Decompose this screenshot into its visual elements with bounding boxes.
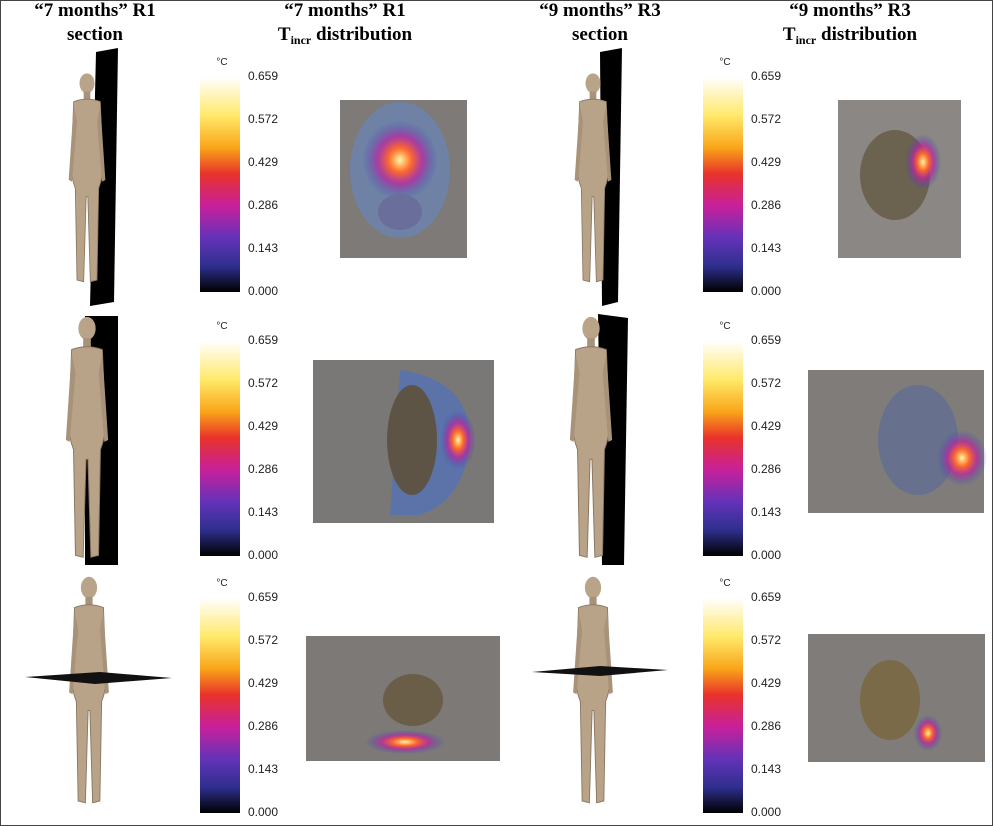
colorbar-tick-label: 0.000 (751, 284, 781, 298)
colorbar (703, 77, 743, 292)
colorbar-tick-label: 0.572 (751, 633, 781, 647)
colorbar-tick-label: 0.572 (248, 376, 278, 390)
colorbar-tick-label: 0.429 (751, 676, 781, 690)
colorbar-tick-label: 0.143 (751, 762, 781, 776)
headers: “7 months” R1 section “7 months” R1 Tinc… (34, 0, 917, 47)
colorbar-tick-label: 0.659 (751, 333, 781, 347)
colorbar-tick-label: 0.143 (248, 505, 278, 519)
colorbar-tick-label: 0.286 (751, 462, 781, 476)
colorbar-unit: °C (719, 321, 730, 332)
colorbar-tick-label: 0.286 (248, 719, 278, 733)
colorbar (200, 598, 240, 813)
colorbar-tick-label: 0.143 (751, 241, 781, 255)
colorbar-tick-label: 0.143 (248, 241, 278, 255)
header-subtitle: section (67, 24, 123, 45)
colorbar-tick-label: 0.429 (248, 419, 278, 433)
subtitle: distribution (816, 24, 917, 45)
colorbar-tick-label: 0.286 (751, 198, 781, 212)
colorbar-tick-label: 0.572 (751, 112, 781, 126)
subtitle: distribution (311, 24, 412, 45)
colorbar (200, 77, 240, 292)
header-title: “7 months” R1 (284, 0, 405, 21)
colorbar-unit: °C (216, 57, 227, 68)
distribution-views (306, 100, 987, 762)
colorbar-tick-label: 0.143 (248, 762, 278, 776)
colorbar-unit: °C (216, 321, 227, 332)
symbol: T (278, 24, 291, 45)
header-title: “7 months” R1 (34, 0, 155, 21)
colorbar-tick-label: 0.572 (248, 633, 278, 647)
header-title: “9 months” R3 (789, 0, 910, 21)
colorbar-tick-label: 0.000 (751, 805, 781, 819)
header-title: “9 months” R3 (539, 0, 660, 21)
colorbar-tick-label: 0.659 (248, 590, 278, 604)
colorbar (703, 341, 743, 556)
colorbar-tick-label: 0.659 (248, 333, 278, 347)
colorbar-tick-label: 0.429 (248, 155, 278, 169)
colorbar (703, 598, 743, 813)
colorbar-tick-label: 0.000 (751, 548, 781, 562)
header-subtitle: section (572, 24, 628, 45)
colorbar-tick-label: 0.659 (751, 590, 781, 604)
colorbar-unit: °C (719, 578, 730, 589)
subscript: incr (291, 33, 312, 47)
colorbar-tick-label: 0.572 (248, 112, 278, 126)
colorbar-tick-label: 0.286 (751, 719, 781, 733)
colorbar-unit: °C (719, 57, 730, 68)
colorbar-tick-label: 0.143 (751, 505, 781, 519)
colorbar-tick-label: 0.000 (248, 805, 278, 819)
symbol: T (783, 24, 796, 45)
colorbar (200, 341, 240, 556)
header-subtitle: Tincr distribution (278, 24, 413, 47)
colorbar-tick-label: 0.429 (751, 155, 781, 169)
subscript: incr (796, 33, 817, 47)
colorbar-tick-label: 0.286 (248, 462, 278, 476)
colorbar-tick-label: 0.659 (751, 69, 781, 83)
colorbar-tick-label: 0.659 (248, 69, 278, 83)
colorbar-tick-label: 0.429 (248, 676, 278, 690)
colorbar-tick-label: 0.000 (248, 548, 278, 562)
colorbar-unit: °C (216, 578, 227, 589)
colorbar-tick-label: 0.429 (751, 419, 781, 433)
figure: “7 months” R1 section “7 months” R1 Tinc… (0, 0, 993, 826)
colorbar-tick-label: 0.000 (248, 284, 278, 298)
header-subtitle: Tincr distribution (783, 24, 918, 47)
colorbar-tick-label: 0.286 (248, 198, 278, 212)
colorbar-tick-label: 0.572 (751, 376, 781, 390)
